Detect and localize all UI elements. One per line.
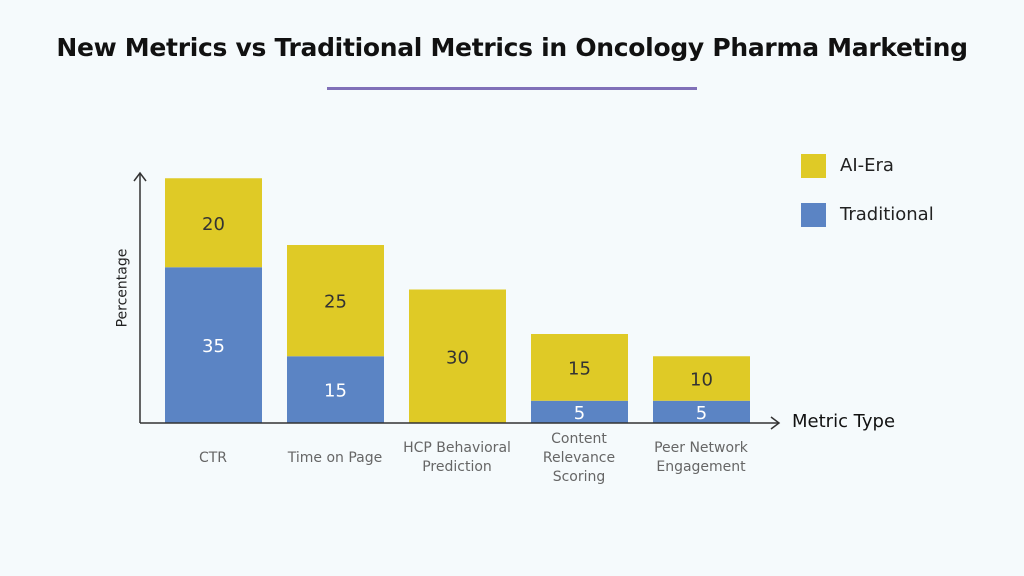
- category-label-peer-network-engagement: Peer Network Engagement: [654, 440, 748, 475]
- bar-ai-era-content-relevance-scoring: [531, 334, 628, 401]
- x-axis-label: Metric Type: [792, 411, 896, 432]
- bars-group: 35 20 15 25 30 5 15 5 10: [165, 178, 750, 424]
- data-label-traditional-content-relevance-scoring: 5: [574, 403, 585, 424]
- bar-traditional-time-on-page: [287, 356, 384, 423]
- data-label-traditional-peer-network-engagement: 5: [696, 403, 707, 424]
- legend-swatch-traditional: [801, 203, 826, 227]
- chart-title: New Metrics vs Traditional Metrics in On…: [56, 33, 968, 62]
- data-label-ai-era-time-on-page: 25: [324, 292, 347, 313]
- bar-ai-era-ctr: [165, 178, 262, 268]
- title-underline: [327, 87, 697, 90]
- bar-traditional-ctr: [165, 267, 262, 423]
- data-label-traditional-time-on-page: 15: [324, 381, 347, 402]
- data-label-ai-era-hcp-behavioral-prediction: 30: [446, 347, 469, 368]
- data-label-ai-era-peer-network-engagement: 10: [690, 370, 713, 391]
- y-axis-label: Percentage: [114, 248, 131, 328]
- x-axis-arrow: [770, 416, 781, 430]
- bar-traditional-peer-network-engagement: [653, 400, 750, 423]
- legend-label-traditional: Traditional: [840, 204, 934, 225]
- legend-swatch-ai-era: [801, 154, 826, 178]
- bar-ai-era-peer-network-engagement: [653, 356, 750, 401]
- data-label-ai-era-content-relevance-scoring: 15: [568, 358, 591, 379]
- legend-label-ai-era: AI-Era: [840, 155, 894, 176]
- data-label-ai-era-ctr: 20: [202, 214, 225, 235]
- category-label-ctr: CTR: [198, 450, 228, 466]
- category-label-content-relevance-scoring: Content Relevance Scoring: [542, 431, 616, 485]
- bar-ai-era-time-on-page: [287, 245, 384, 357]
- category-label-time-on-page: Time on Page: [287, 450, 383, 466]
- y-axis-arrow: [133, 171, 147, 182]
- data-label-traditional-ctr: 35: [202, 336, 225, 357]
- bar-traditional-content-relevance-scoring: [531, 400, 628, 423]
- bar-ai-era-hcp-behavioral-prediction: [409, 289, 506, 423]
- category-label-hcp-behavioral-prediction: HCP Behavioral Prediction: [403, 440, 511, 475]
